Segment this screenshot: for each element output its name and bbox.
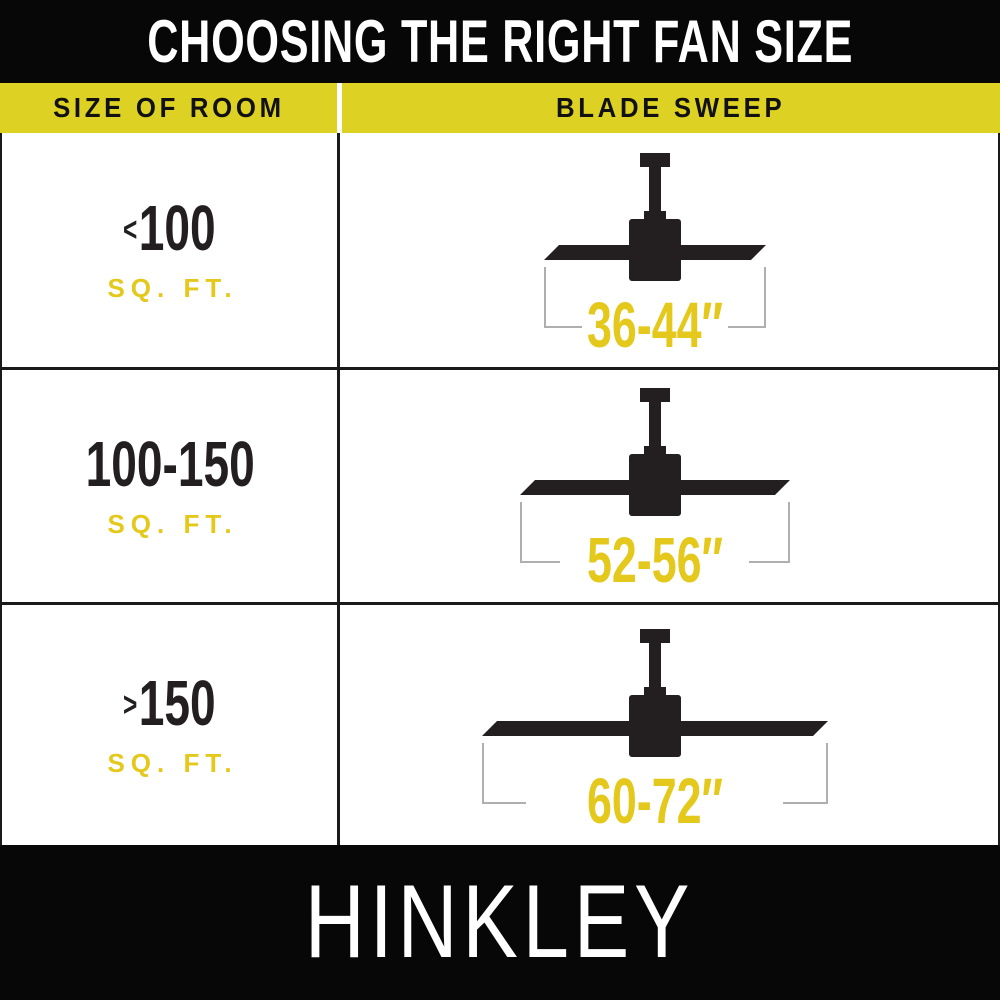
table-row: >150 SQ. FT. 6: [2, 605, 998, 845]
less-than-sign: <: [123, 210, 138, 249]
column-header-room: SIZE OF ROOM: [0, 83, 337, 133]
room-size-value: >150: [123, 671, 216, 740]
fan-figure: 36-44″: [544, 153, 766, 357]
column-divider-gap: [337, 83, 342, 133]
blade-sweep-cell: 52-56″: [340, 370, 998, 602]
greater-than-sign: >: [123, 685, 138, 724]
blade-sweep-value: 52-56″: [586, 524, 724, 596]
room-size-value: 100-150: [84, 432, 255, 501]
column-header-room-label: SIZE OF ROOM: [52, 92, 285, 123]
room-size-number: 100: [138, 191, 216, 264]
room-size-cell: 100-150 SQ. FT.: [2, 370, 340, 602]
sweep-measure-bracket: [482, 743, 828, 804]
ceiling-fan-icon: [544, 153, 766, 328]
blade-sweep-cell: 60-72″: [340, 605, 998, 845]
sweep-measure-bracket: [544, 267, 766, 328]
room-size-unit: SQ. FT.: [107, 508, 238, 539]
table-row: 100-150 SQ. FT.: [2, 370, 998, 605]
room-size-cell: >150 SQ. FT.: [2, 605, 340, 845]
fan-figure: 52-56″: [520, 388, 790, 592]
fan-figure: 60-72″: [482, 629, 828, 833]
header-bar: CHOOSING THE RIGHT FAN SIZE: [0, 0, 1000, 83]
room-size-unit: SQ. FT.: [107, 747, 238, 778]
room-size-value: <100: [123, 196, 216, 265]
ceiling-fan-icon: [520, 388, 790, 563]
sweep-measure-bracket: [520, 502, 790, 563]
page-title: CHOOSING THE RIGHT FAN SIZE: [147, 8, 853, 75]
room-size-cell: <100 SQ. FT.: [2, 133, 340, 367]
column-header-row: SIZE OF ROOM BLADE SWEEP: [0, 83, 1000, 133]
room-size-unit: SQ. FT.: [107, 272, 238, 303]
footer-bar: HINKLEY: [0, 845, 1000, 1000]
blade-sweep-value: 60-72″: [586, 765, 724, 837]
room-size-number: 100-150: [85, 427, 255, 500]
table-row: <100 SQ. FT. 3: [2, 133, 998, 370]
brand-logo: HINKLEY: [305, 864, 695, 980]
room-size-number: 150: [138, 666, 216, 739]
column-header-sweep-label: BLADE SWEEP: [556, 92, 786, 123]
ceiling-fan-icon: [482, 629, 828, 804]
size-table: <100 SQ. FT. 3: [0, 133, 1000, 845]
blade-sweep-cell: 36-44″: [340, 133, 998, 367]
column-header-sweep: BLADE SWEEP: [342, 83, 1000, 133]
blade-sweep-value: 36-44″: [586, 289, 724, 361]
